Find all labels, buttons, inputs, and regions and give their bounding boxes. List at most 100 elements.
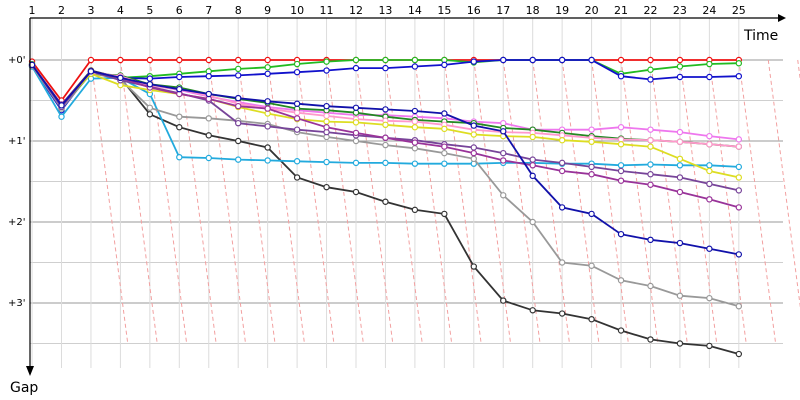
reference-dash-line	[149, 59, 188, 344]
data-point	[470, 144, 477, 151]
data-point	[647, 336, 654, 343]
data-point	[617, 177, 625, 184]
data-point	[558, 310, 566, 317]
data-point	[588, 126, 595, 133]
data-point	[441, 210, 448, 218]
data-point	[323, 183, 330, 191]
y-axis-label: Gap	[10, 380, 38, 396]
reference-dash-line	[414, 59, 453, 344]
data-point	[676, 292, 684, 299]
data-point	[382, 56, 389, 64]
data-point	[441, 125, 448, 133]
data-point	[500, 56, 507, 64]
data-point	[205, 90, 212, 98]
data-point	[323, 112, 330, 120]
x-tick-label: 7	[205, 4, 212, 17]
data-point	[411, 118, 419, 125]
data-point	[87, 56, 95, 64]
data-point	[529, 56, 536, 64]
data-point	[735, 136, 743, 143]
x-tick-label: 14	[408, 4, 422, 17]
data-point	[735, 60, 743, 67]
data-point	[647, 181, 654, 188]
tick-labels: 1 2 3 4 5 6 7 8 9 10 11 12 13 14 15 16 17 18 19 20 21 22 23 24 2…	[8, 4, 746, 309]
data-point	[676, 138, 684, 146]
data-point	[735, 251, 743, 258]
data-point	[647, 66, 654, 73]
x-axis-label: Time	[743, 28, 778, 44]
data-point	[146, 75, 154, 82]
data-point	[235, 94, 242, 102]
data-point	[500, 128, 507, 135]
y-tick-label: +2'	[8, 217, 26, 228]
data-point	[323, 58, 330, 65]
data-point	[558, 136, 566, 144]
y-tick-label: +0'	[8, 55, 26, 66]
data-point	[146, 104, 154, 111]
x-axis-arrow-icon	[778, 14, 786, 22]
reference-dash-line	[119, 59, 158, 344]
data-point	[352, 64, 360, 72]
y-tick-label: +3'	[8, 298, 26, 309]
data-point	[382, 64, 389, 72]
data-point	[176, 153, 183, 161]
data-point	[558, 259, 566, 266]
data-point	[293, 158, 301, 165]
data-point	[647, 126, 654, 133]
data-point	[352, 56, 360, 64]
reference-dash-line	[90, 59, 129, 344]
x-tick-label: 18	[526, 4, 540, 17]
data-point	[323, 158, 330, 166]
series	[28, 56, 743, 114]
x-tick-label: 16	[467, 4, 481, 17]
x-tick-label: 1	[29, 4, 36, 17]
data-point	[617, 141, 625, 148]
data-point	[735, 204, 743, 211]
data-point	[647, 282, 654, 290]
data-point	[441, 160, 448, 167]
data-point	[146, 111, 154, 118]
x-tick-label: 17	[496, 4, 510, 17]
data-point	[676, 155, 684, 163]
data-point	[588, 210, 595, 218]
data-point	[558, 159, 566, 167]
data-point	[293, 115, 301, 122]
data-point	[264, 144, 271, 151]
reference-dash-line	[591, 59, 629, 344]
data-point	[706, 342, 713, 350]
data-point	[411, 63, 419, 70]
data-point	[235, 65, 242, 73]
data-point	[617, 56, 625, 64]
x-tick-label: 4	[117, 4, 124, 17]
data-point	[588, 262, 595, 269]
data-point	[617, 277, 625, 284]
x-tick-label: 19	[555, 4, 569, 17]
data-point	[176, 85, 183, 93]
reference-dash-line	[355, 59, 394, 344]
data-point	[293, 68, 301, 76]
data-point	[706, 167, 713, 175]
data-point	[235, 156, 242, 163]
data-point	[470, 122, 477, 129]
x-tick-label: 24	[702, 4, 716, 17]
data-point	[293, 174, 301, 181]
data-point	[529, 172, 536, 180]
data-point	[411, 107, 419, 115]
data-point	[558, 204, 566, 211]
data-point	[706, 162, 713, 169]
data-point	[176, 124, 183, 131]
data-point	[293, 109, 301, 116]
data-point	[470, 131, 477, 138]
data-point	[529, 218, 536, 226]
reference-dash-line	[296, 59, 335, 344]
data-point	[323, 102, 330, 110]
data-point	[735, 350, 743, 358]
x-tick-label: 5	[146, 4, 153, 17]
data-point	[676, 56, 684, 64]
data-point	[588, 171, 595, 178]
reference-dash-line	[178, 59, 217, 344]
data-point	[235, 119, 242, 127]
data-point	[676, 63, 684, 70]
data-point	[470, 58, 477, 65]
data-point	[235, 137, 242, 145]
